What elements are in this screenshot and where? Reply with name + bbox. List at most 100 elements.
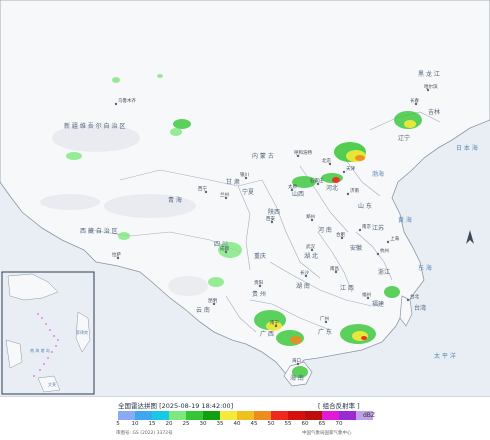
region-label: 湖 北 [304,252,318,260]
city-label: 拉萨 [112,251,121,258]
region-label: 贵 州 [252,290,266,298]
city-label: 南昌 [330,265,339,272]
legend-swatch [118,411,135,420]
legend-swatch [322,411,339,420]
product-label: [ 组合反射率 ] [318,402,360,410]
legend-swatch [152,411,169,420]
city-label: 兰州 [220,191,229,198]
sea-label: 黄 海 [398,216,412,224]
dbz-legend [118,411,373,420]
legend-tick-label: 15 [148,421,156,427]
city-label: 西宁 [198,185,207,192]
inset-title: 南 海 诸 岛 [30,347,50,353]
legend-ticks: 5 10 15 20 25 30 35 40 45 50 55 60 65 70 [110,421,370,429]
city-label: 银川 [240,171,249,178]
legend-swatch [220,411,237,420]
legend-swatch [135,411,152,420]
region-label: 宁夏 [242,188,254,196]
city-label: 广州 [320,315,329,322]
city-label: 石家庄 [310,177,324,184]
city-label: 北京 [322,157,331,164]
legend-tick-label: 50 [267,421,275,427]
city-label: 昆明 [208,298,217,304]
legend-tick-label: 25 [182,421,190,427]
city-label: 乌鲁木齐 [118,97,136,104]
region-label: 西 藏 自 治 区 [80,227,118,235]
region-label: 广 东 [318,328,332,336]
city-label: 长春 [410,97,419,104]
region-label: 湖 南 [296,282,310,290]
region-label: 陕西 [268,208,280,216]
credit-text: 中国气象局国家气象中心 [302,431,352,436]
legend-tick-label: 40 [233,421,241,427]
compass [466,230,474,244]
city-label: 天津 [346,165,355,172]
inset-label: 菲律宾 [76,329,88,335]
city-label: 太原 [288,183,297,190]
legend-swatch [254,411,271,420]
city-label: 长沙 [300,269,309,276]
region-label: 河北 [326,184,338,192]
region-label: 吉林 [428,108,440,116]
region-label: 重庆 [254,252,266,260]
city-label: 福州 [362,291,371,298]
legend-tick-label: 70 [335,421,343,427]
legend-swatch [271,411,288,420]
city-label: 武汉 [306,243,315,250]
footer: 全国雷达拼图 [2025-08-19 18:42:00] [ 组合反射率 ] 5… [0,396,490,440]
region-label: 广 西 [260,330,274,338]
city-label: 哈尔滨 [424,83,438,90]
region-label: 浙江 [378,268,390,276]
legend-swatch [169,411,186,420]
city-label: 济南 [350,187,359,194]
legend-tick-label: 20 [165,421,173,427]
city-label: 贵阳 [254,279,263,286]
region-label: 甘 肃 [226,178,240,186]
legend-swatch [186,411,203,420]
inset-map [1,271,95,395]
approval-number: 审图号: GS (2022) 3372号 [116,431,173,436]
city-label: 海口 [292,357,301,364]
region-label: 福建 [372,300,384,308]
legend-swatch [288,411,305,420]
legend-swatch [305,411,322,420]
city-label: 西安 [266,215,275,222]
legend-tick-label: 35 [216,421,224,427]
region-label: 四 川 [214,241,228,248]
region-label: 黑 龙 江 [418,70,440,78]
unit-label: dBZ [363,412,376,419]
legend-tick-label: 30 [199,421,207,427]
legend-swatch [237,411,254,420]
legend-swatch [203,411,220,420]
footer-title-row: 全国雷达拼图 [2025-08-19 18:42:00] [ 组合反射率 ] [0,400,490,412]
region-label: 云 南 [196,306,210,314]
city-label: 成都 [220,245,229,252]
region-label: 山 东 [358,202,372,210]
sea-label: 日 本 海 [456,144,478,152]
city-label: 南宁 [270,319,279,326]
city-labels: 乌鲁木齐 哈尔滨 长春 呼和浩特 北京 天津 石家庄 太原 济南 银川 兰州 西… [112,83,438,364]
legend-tick-label: 10 [131,421,139,427]
legend-tick-label: 65 [318,421,326,427]
china-landmass [0,0,490,375]
region-label: 江苏 [372,224,384,232]
city-label: 台北 [410,293,419,300]
sea-label: 东 海 [418,264,432,272]
sea-label: 渤海 [372,170,384,178]
radar-title: 全国雷达拼图 [2025-08-19 18:42:00] [118,402,234,410]
legend-tick-label: 55 [284,421,292,427]
region-label: 辽宁 [398,134,410,142]
region-label: 海 南 [290,374,304,382]
legend-tick-label: 5 [116,421,120,427]
terrain-shading [40,124,208,296]
legend-swatch [356,411,373,420]
city-label: 南京 [362,223,371,230]
region-label: 新 疆 维 吾 尔 自 治 区 [64,122,125,130]
legend-tick-label: 45 [250,421,258,427]
region-label: 河 南 [318,226,332,234]
inset-label: 文莱 [48,381,56,387]
sea-label: 太 平 洋 [434,352,456,360]
region-label: 安徽 [350,244,362,252]
legend-swatch [339,411,356,420]
